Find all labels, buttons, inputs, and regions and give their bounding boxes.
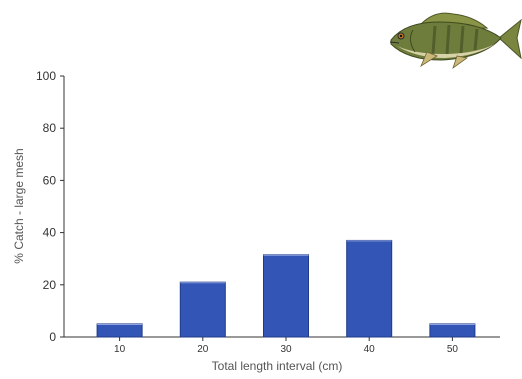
x-tick-label: 40 [364,344,376,355]
y-tick-label: 100 [36,69,56,83]
x-tick-label: 50 [447,344,459,355]
y-tick-label: 20 [43,278,57,292]
bar [346,239,393,338]
smallmouth-bass-fish-icon [389,12,522,70]
y-tick-label: 40 [43,226,57,240]
x-tick-label: 30 [280,344,292,355]
y-axis-title: % Catch - large mesh [12,148,26,263]
y-axis-tick-labels: 0 20 40 60 80 100 [36,69,56,344]
bar [179,281,226,338]
y-tick-label: 0 [49,330,56,344]
x-axis-title: Total length interval (cm) [212,359,343,373]
x-tick-label: 10 [114,344,126,355]
x-axis-tick-labels: 10 20 30 40 50 [114,344,458,355]
y-tick-label: 80 [43,121,57,135]
bar-series [96,239,476,338]
y-tick-label: 60 [43,173,57,187]
bar [263,254,309,338]
bar [429,323,476,338]
x-tick-label: 20 [197,344,209,355]
y-axis-ticks [60,75,64,338]
x-axis-ticks [119,337,453,341]
bar [96,323,143,338]
